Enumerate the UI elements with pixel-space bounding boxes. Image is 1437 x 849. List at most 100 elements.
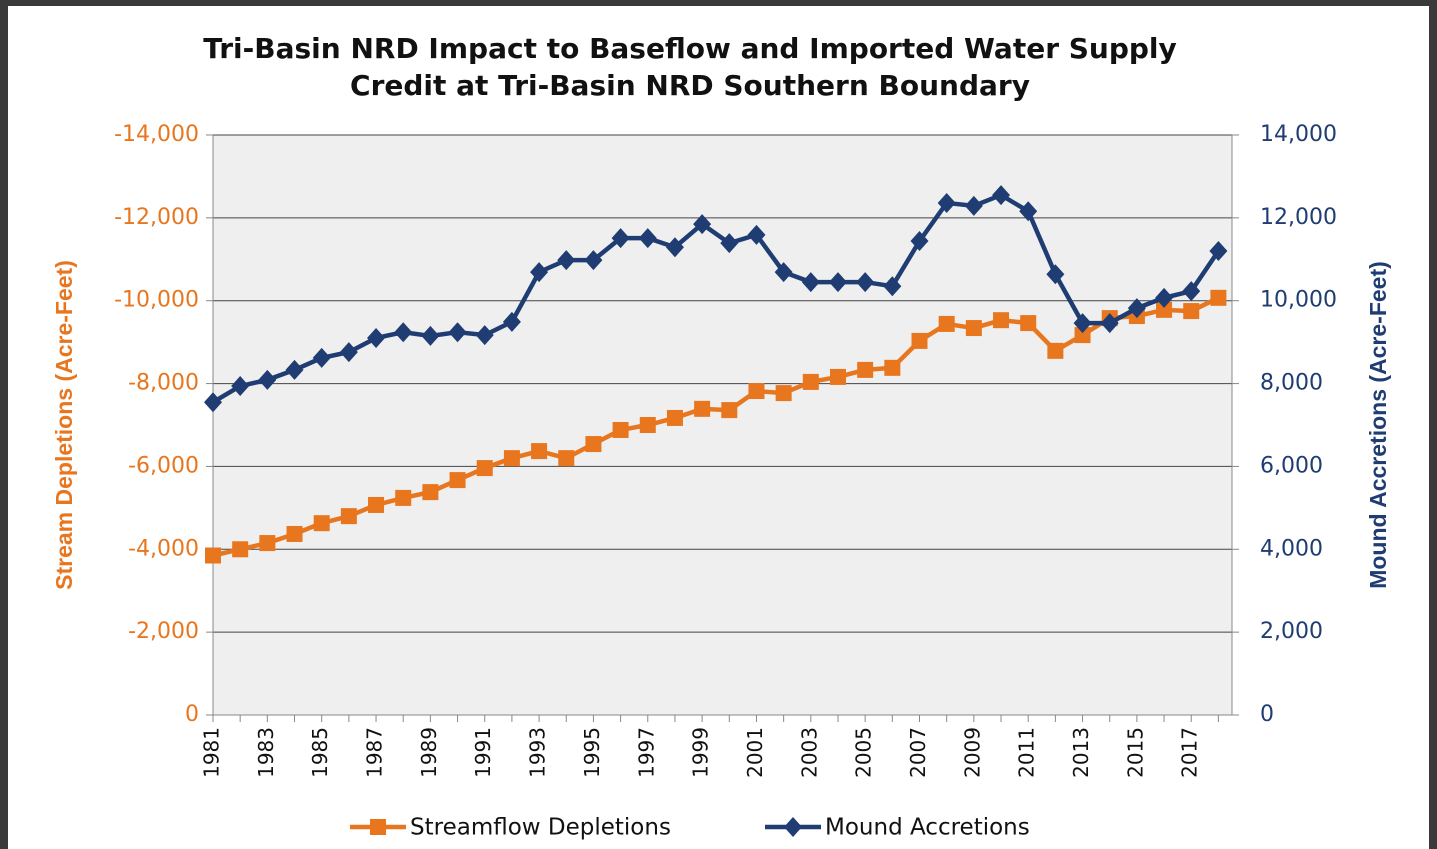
marker [611, 228, 630, 249]
marker [258, 369, 277, 390]
marker [367, 328, 386, 348]
y2-tick-label: 10,000 [1260, 288, 1337, 313]
marker [992, 185, 1011, 206]
marker [205, 547, 221, 564]
marker [802, 373, 819, 390]
marker [829, 368, 846, 385]
y-tick-label: -12,000 [114, 205, 199, 230]
marker [585, 436, 602, 453]
marker [910, 231, 929, 252]
y2-axis-label: Mound Accretions (Acre-Feet) [1365, 261, 1391, 589]
marker [801, 272, 820, 293]
y2-tick-label: 14,000 [1260, 122, 1337, 147]
y2-tick-label: 12,000 [1260, 205, 1337, 230]
marker [1047, 342, 1064, 359]
marker [694, 400, 711, 417]
marker [422, 484, 439, 501]
marker [557, 250, 576, 271]
marker [638, 228, 657, 249]
marker [884, 359, 901, 376]
marker [775, 385, 792, 402]
marker [530, 262, 549, 283]
x-tick-label: 2007 [906, 727, 930, 778]
plot-area [213, 135, 1232, 715]
x-tick-label: 2001 [743, 727, 767, 778]
marker [312, 347, 331, 368]
marker [784, 817, 802, 837]
marker [475, 325, 494, 346]
marker [1020, 315, 1037, 332]
x-tick-label: 2005 [852, 727, 876, 778]
marker [693, 214, 712, 235]
x-tick-label: 2017 [1178, 727, 1202, 778]
x-tick-label: 1985 [308, 727, 332, 778]
x-tick-label: 1999 [689, 727, 713, 778]
marker [965, 320, 982, 337]
legend-label: Streamflow Depletions [410, 815, 671, 841]
marker [1182, 281, 1201, 302]
marker [1074, 327, 1091, 344]
marker [449, 472, 466, 489]
marker [1019, 201, 1038, 222]
y-tick-label: 0 [185, 702, 199, 727]
x-tick-label: 1989 [417, 727, 441, 778]
marker [612, 421, 629, 438]
x-tick-label: 2013 [1069, 727, 1093, 778]
marker [421, 325, 440, 346]
marker [1209, 241, 1228, 261]
marker [476, 460, 493, 477]
marker [720, 233, 739, 254]
marker [639, 417, 656, 433]
marker [665, 237, 684, 258]
marker [370, 819, 386, 835]
marker [964, 195, 983, 216]
marker [883, 276, 902, 297]
marker [340, 508, 357, 525]
marker [1183, 303, 1200, 320]
y-tick-label: -4,000 [128, 536, 199, 561]
x-tick-label: 2015 [1123, 727, 1147, 778]
x-tick-label: 2003 [797, 727, 821, 778]
marker [285, 359, 304, 380]
marker [1156, 301, 1173, 318]
y-tick-label: -14,000 [114, 122, 199, 147]
marker [1073, 313, 1092, 334]
chart-title: Tri-Basin NRD Impact to Baseflow and Imp… [203, 32, 1177, 65]
x-tick-label: 1981 [200, 727, 224, 778]
y2-tick-label: 4,000 [1260, 536, 1323, 561]
marker [448, 322, 467, 343]
marker [747, 224, 766, 245]
marker [531, 443, 548, 460]
x-tick-label: 1993 [526, 727, 550, 778]
marker [313, 515, 330, 532]
marker [558, 450, 575, 467]
y-tick-label: -8,000 [128, 371, 199, 396]
marker [502, 311, 521, 332]
y-tick-label: -6,000 [128, 453, 199, 478]
marker [856, 272, 875, 293]
legend-label: Mound Accretions [825, 815, 1030, 841]
y2-tick-label: 8,000 [1260, 371, 1323, 396]
x-tick-label: 1991 [471, 727, 495, 778]
marker [503, 450, 520, 467]
marker [938, 315, 955, 332]
marker [1046, 264, 1065, 285]
x-tick-label: 1987 [363, 727, 387, 778]
marker [1100, 313, 1119, 334]
marker [204, 392, 222, 413]
y2-tick-label: 6,000 [1260, 453, 1323, 478]
marker [395, 489, 412, 506]
marker [259, 535, 276, 552]
y-axis-label: Stream Depletions (Acre-Feet) [51, 260, 77, 590]
marker [993, 312, 1010, 329]
y2-tick-label: 0 [1260, 702, 1274, 727]
x-tick-label: 2009 [960, 727, 984, 778]
marker [828, 272, 847, 293]
marker [666, 409, 683, 426]
marker [937, 192, 956, 213]
y-tick-label: -10,000 [114, 288, 199, 313]
marker [339, 342, 358, 363]
marker [394, 322, 413, 343]
chart-subtitle: Credit at Tri-Basin NRD Southern Boundar… [350, 69, 1030, 102]
